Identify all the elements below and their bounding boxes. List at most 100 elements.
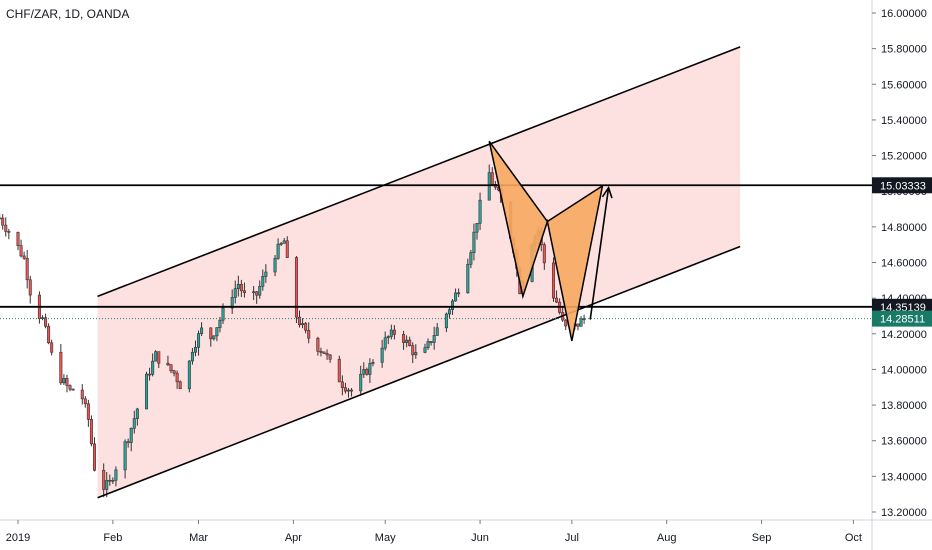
candle-body <box>576 323 580 327</box>
candle-body <box>148 373 152 376</box>
current-price-badge-bg <box>872 310 932 327</box>
symbol-title: CHF/ZAR, 1D, OANDA <box>6 7 130 21</box>
candle-body <box>255 291 259 296</box>
candle-body <box>1 217 5 226</box>
candle <box>337 355 341 383</box>
y-tick-label: 13.60000 <box>881 436 927 448</box>
candle-body <box>28 279 32 296</box>
candle-body <box>423 347 427 353</box>
candle-body <box>4 224 8 232</box>
y-tick-label: 15.20000 <box>881 151 927 163</box>
candle-body <box>154 351 158 362</box>
candle <box>50 339 54 356</box>
candle <box>40 315 44 321</box>
candle <box>454 288 458 302</box>
candle <box>328 354 332 363</box>
candle <box>542 242 546 270</box>
y-tick-label: 15.80000 <box>881 44 927 56</box>
candle <box>469 249 473 269</box>
candle-body <box>86 403 90 420</box>
candle <box>16 231 20 251</box>
candle <box>322 351 326 354</box>
candle-body <box>490 172 494 185</box>
candle-body <box>236 284 240 289</box>
candle-body <box>279 243 283 245</box>
candle-body <box>426 341 430 349</box>
y-tick-label: 15.40000 <box>881 115 927 127</box>
candle <box>166 355 170 367</box>
candle <box>255 291 259 304</box>
candle <box>209 327 213 347</box>
candle-body <box>105 479 109 490</box>
candle-body <box>301 323 305 326</box>
candle-body <box>392 329 396 335</box>
pattern-leg-xab <box>489 141 548 297</box>
candle <box>0 212 2 220</box>
candle-body <box>166 362 170 366</box>
candle <box>218 316 222 333</box>
candle-body <box>242 290 246 293</box>
candle-body <box>457 292 461 295</box>
candle <box>129 427 133 452</box>
candle <box>408 336 412 347</box>
candle <box>236 275 240 297</box>
x-tick-label: Apr <box>285 532 302 544</box>
candle-body <box>123 441 127 471</box>
candle-body <box>319 350 323 353</box>
candle-body <box>294 257 298 318</box>
candle <box>148 367 152 381</box>
candle <box>478 192 482 230</box>
candle-body <box>328 354 332 360</box>
candle-body <box>233 288 237 298</box>
candle-body <box>258 285 262 296</box>
channel-upper-line <box>97 46 741 298</box>
candle-body <box>429 341 433 343</box>
candle <box>102 463 106 498</box>
candle <box>350 388 354 397</box>
candle-body <box>322 351 326 354</box>
candle-body <box>340 381 344 388</box>
pattern-xb-line <box>488 140 548 222</box>
candle <box>343 382 347 394</box>
candle-body <box>187 360 191 390</box>
candle <box>435 322 439 336</box>
candle <box>135 407 139 426</box>
candle <box>4 217 8 237</box>
candle-body <box>221 307 225 321</box>
candle <box>316 336 320 356</box>
candle <box>304 321 308 334</box>
candle-body <box>151 360 155 375</box>
candle <box>371 359 375 367</box>
candle-body <box>135 408 139 419</box>
candle-body <box>380 347 384 363</box>
projection-arrow-head <box>601 185 613 199</box>
candle-body <box>261 276 265 287</box>
candle-body <box>22 255 26 259</box>
candle-body <box>371 362 375 364</box>
candle-body <box>200 327 204 334</box>
x-tick-label: Aug <box>657 532 677 544</box>
candle-body <box>478 199 482 224</box>
candle-body <box>209 327 213 340</box>
candle <box>123 439 127 479</box>
candle <box>190 347 194 365</box>
current-price-badge-label: 14.28511 <box>880 314 925 326</box>
candle <box>44 313 48 329</box>
candle <box>279 241 283 246</box>
candle <box>555 290 559 304</box>
candle-body <box>178 381 182 390</box>
candle <box>551 257 555 302</box>
candle <box>22 251 26 260</box>
candle <box>359 365 363 395</box>
candle-body <box>451 300 455 310</box>
candle-body <box>337 358 341 383</box>
candle-body <box>405 339 409 343</box>
candle-body <box>71 388 75 391</box>
candle <box>432 326 436 350</box>
candle-body <box>402 334 406 343</box>
candle <box>298 310 302 328</box>
candle <box>19 239 23 258</box>
candle-body <box>239 284 243 292</box>
candle <box>380 339 384 368</box>
